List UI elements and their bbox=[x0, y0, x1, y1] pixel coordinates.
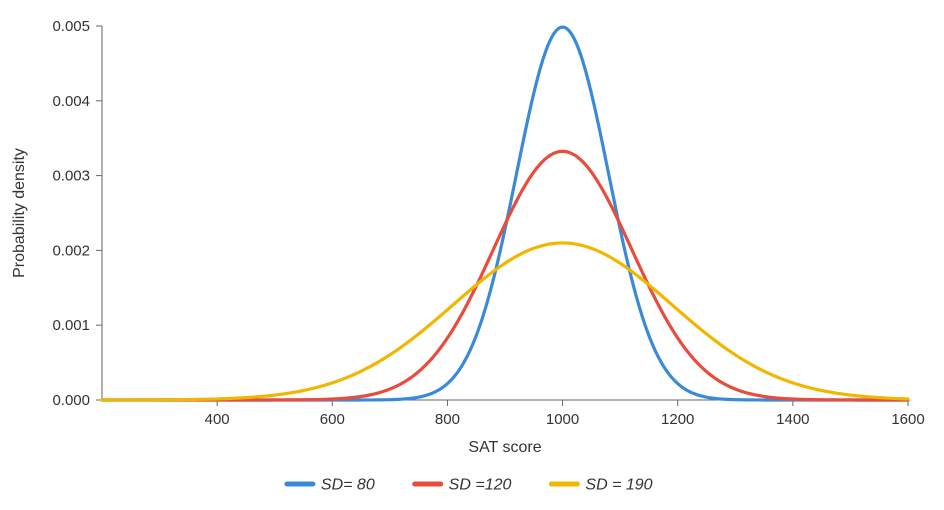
x-tick-label: 600 bbox=[320, 411, 345, 428]
chart-background bbox=[0, 0, 944, 510]
legend-label-0: SD= 80 bbox=[321, 477, 375, 494]
x-tick-label: 1200 bbox=[661, 411, 694, 428]
y-axis-label: Probability density bbox=[11, 148, 28, 278]
y-tick-label: 0.002 bbox=[52, 242, 90, 259]
y-tick-label: 0.005 bbox=[52, 18, 90, 35]
x-axis-label: SAT score bbox=[468, 439, 541, 456]
sat-density-chart: 400 600 800 1000 1200 1400 1600 0.000 0.001 0.002… bbox=[0, 0, 944, 510]
legend-label-2: SD = 190 bbox=[585, 477, 652, 494]
legend-label-1: SD =120 bbox=[449, 477, 512, 494]
y-tick-label: 0.001 bbox=[52, 317, 90, 334]
y-tick-label: 0.000 bbox=[52, 392, 90, 409]
chart-canvas: 400 600 800 1000 1200 1400 1600 0.000 0.001 0.002… bbox=[0, 0, 944, 510]
y-tick-label: 0.004 bbox=[52, 93, 90, 110]
x-tick-label: 1600 bbox=[891, 411, 924, 428]
chart-legend: SD= 80 SD =120 SD = 190 bbox=[287, 477, 653, 494]
x-tick-label: 400 bbox=[205, 411, 230, 428]
x-tick-label: 1000 bbox=[546, 411, 579, 428]
x-tick-label: 1400 bbox=[776, 411, 809, 428]
x-tick-label: 800 bbox=[435, 411, 460, 428]
y-tick-label: 0.003 bbox=[52, 168, 90, 185]
